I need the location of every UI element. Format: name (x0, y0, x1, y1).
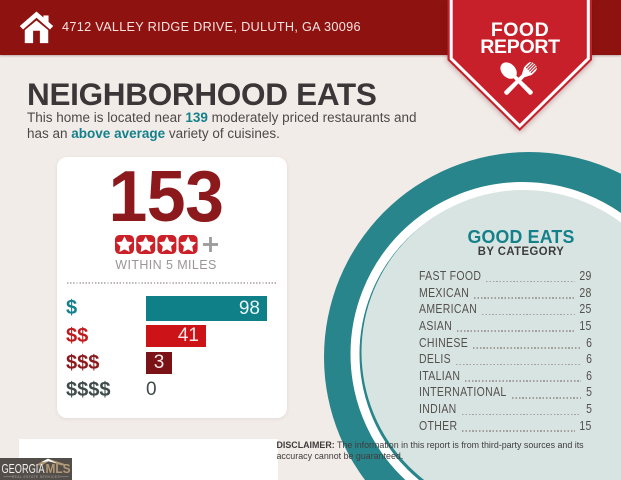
svg-text:GEORGIA: GEORGIA (2, 461, 45, 476)
svg-text:FOOD: FOOD (491, 19, 549, 41)
svg-text:REPORT: REPORT (480, 36, 560, 58)
svg-text:REAL ESTATE SERVICES: REAL ESTATE SERVICES (12, 475, 61, 479)
svg-text:MLS: MLS (46, 461, 71, 476)
